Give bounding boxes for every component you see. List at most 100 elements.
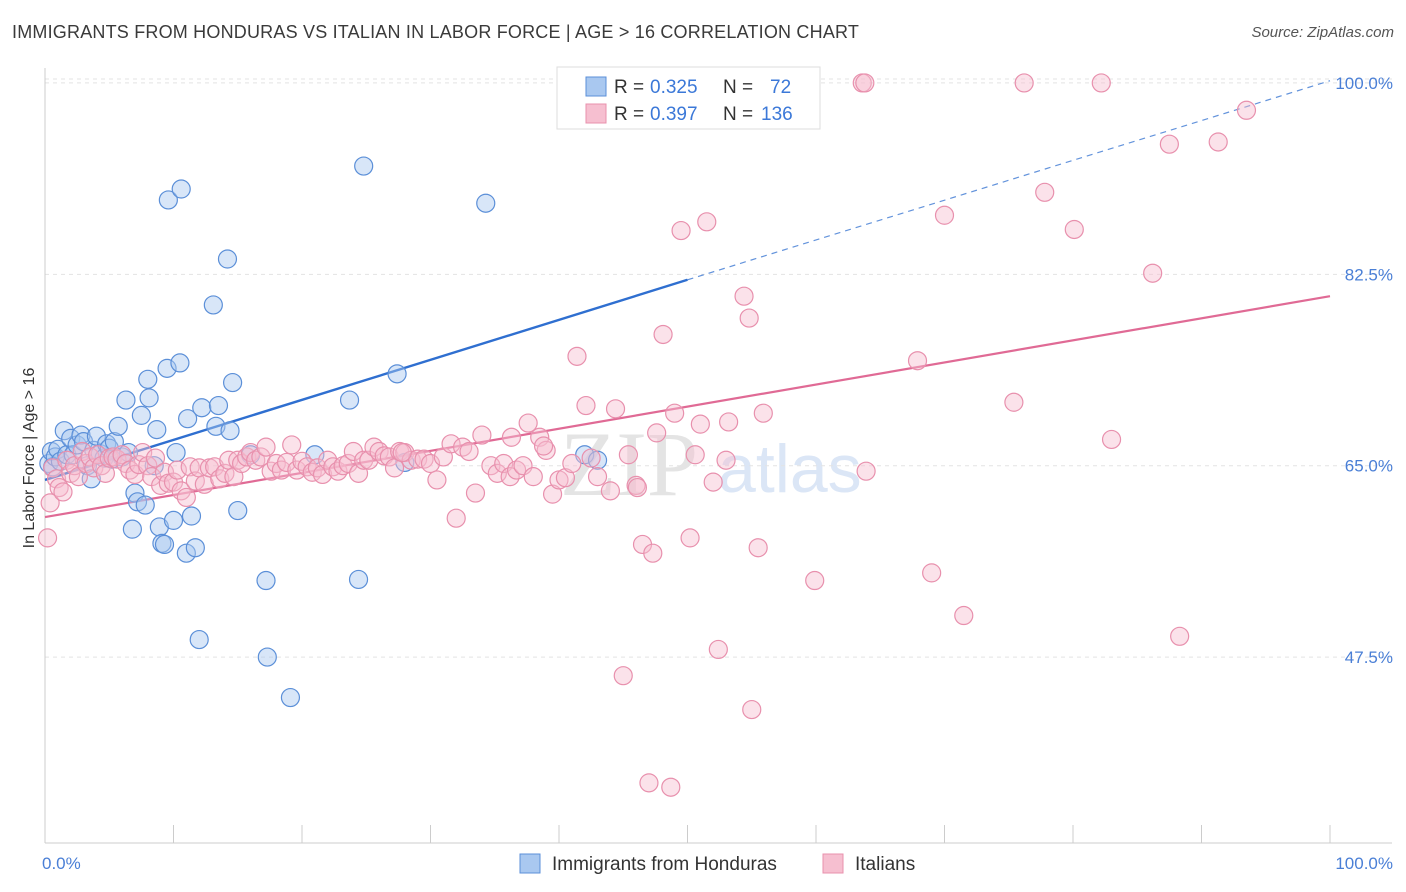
watermark-atlas: atlas: [718, 431, 862, 507]
italians-point-63: [312, 464, 333, 485]
italians-point-1: [40, 493, 60, 513]
honduras-point-46: [178, 409, 198, 429]
honduras-point-53: [208, 395, 229, 416]
legend-n-value-2: 136: [761, 104, 793, 125]
italians-point-157: [533, 436, 554, 456]
italians-point-152: [1236, 100, 1257, 120]
italians-point-144: [1035, 182, 1055, 202]
honduras-point-36: [149, 517, 169, 537]
italians-point-54: [266, 453, 286, 474]
italians-point-145: [1064, 219, 1084, 240]
italians-point-107: [576, 395, 596, 416]
grid-lines: [45, 78, 1392, 658]
italians-point-119: [653, 324, 673, 345]
series-italians-points: [37, 73, 1257, 797]
italians-point-66: [328, 461, 348, 481]
italians-point-86: [441, 434, 461, 454]
italians-point-105: [562, 453, 582, 474]
x-tick-label-1: 100.0%: [1335, 854, 1393, 873]
italians-point-89: [459, 441, 479, 462]
honduras-point-56: [223, 372, 243, 393]
honduras-point-51: [203, 295, 223, 315]
italians-point-151: [1208, 132, 1228, 152]
honduras-point-48: [185, 538, 205, 558]
italians-point-87: [446, 508, 466, 528]
italians-point-118: [647, 423, 667, 443]
trend-line-honduras-extension: [687, 80, 1331, 281]
italians-point-122: [671, 220, 691, 241]
italians-point-129: [716, 450, 736, 470]
italians-point-98: [518, 413, 538, 433]
italians-point-60: [297, 457, 317, 477]
honduras-point-7: [57, 445, 77, 465]
italians-point-134: [753, 403, 773, 423]
italians-point-41: [205, 457, 225, 477]
italians-point-90: [465, 483, 486, 503]
italians-point-14: [88, 445, 108, 465]
italians-point-138: [907, 351, 928, 371]
italians-point-120: [661, 777, 681, 797]
honduras-point-55: [220, 421, 240, 441]
series-legend: Immigrants from Honduras Italians: [519, 853, 915, 875]
italians-point-158: [501, 427, 522, 447]
honduras-point-27: [122, 519, 142, 539]
italians-point-143: [1014, 73, 1034, 93]
honduras-point-31: [135, 495, 155, 515]
italians-point-110: [600, 481, 621, 501]
italians-point-156: [627, 477, 647, 498]
honduras-point-40: [158, 190, 178, 210]
y-tick-label-3: 100.0%: [1335, 74, 1393, 93]
italians-point-131: [739, 308, 759, 328]
honduras-point-42: [166, 442, 186, 463]
italians-point-71: [354, 450, 374, 470]
legend-r-value-1: 0.325: [650, 77, 698, 98]
italians-point-84: [427, 470, 447, 490]
source-credit: Source: ZipAtlas.com: [1251, 24, 1394, 41]
honduras-point-52: [206, 416, 226, 436]
italians-point-139: [922, 563, 942, 583]
italians-point-91: [472, 425, 492, 445]
honduras-point-64: [348, 569, 369, 590]
italians-point-132: [742, 699, 762, 720]
honduras-point-44: [171, 179, 191, 199]
italians-point-147: [1101, 429, 1122, 450]
italians-point-104: [555, 468, 576, 488]
honduras-point-47: [181, 506, 202, 526]
legend-label-honduras: Immigrants from Honduras: [552, 854, 777, 875]
tick-labels: 47.5% 65.0% 82.5% 100.0% 0.0% 100.0%: [42, 74, 1393, 873]
y-tick-label-2: 82.5%: [1345, 265, 1393, 284]
italians-point-140: [934, 205, 955, 225]
italians-point-34: [171, 481, 191, 501]
italians-point-150: [1170, 626, 1190, 646]
legend-r-label-1: R =: [614, 77, 644, 98]
legend-r-value-2: 0.397: [650, 104, 698, 125]
italians-point-124: [685, 445, 705, 465]
honduras-point-30: [131, 405, 151, 425]
stats-legend: R = 0.325 N = 72 R = 0.397 N = 136: [556, 66, 821, 130]
italians-point-99: [523, 467, 543, 487]
italians-point-123: [680, 528, 700, 548]
legend-swatch-italians: [822, 853, 844, 874]
italians-point-35: [176, 487, 196, 508]
italians-point-42: [210, 469, 230, 489]
honduras-point-63: [339, 390, 360, 410]
italians-point-108: [581, 448, 601, 468]
chart-title: IMMIGRANTS FROM HONDURAS VS ITALIAN IN L…: [12, 22, 860, 42]
italians-point-56: [276, 452, 297, 473]
legend-swatch-pink: [585, 103, 607, 124]
italians-point-16: [95, 463, 115, 483]
italians-point-121: [665, 403, 685, 423]
italians-point-125: [690, 414, 710, 434]
italians-point-113: [618, 445, 638, 465]
x-tick-label-0: 0.0%: [42, 854, 81, 873]
honduras-point-23: [108, 416, 128, 436]
trend-line-italians: [44, 295, 1331, 519]
honduras-point-49: [189, 629, 209, 650]
italians-point-26: [138, 456, 158, 476]
italians-point-142: [1004, 392, 1024, 412]
italians-point-137: [856, 461, 876, 481]
honduras-point-35: [147, 420, 167, 440]
legend-n-label-2: N =: [723, 104, 753, 125]
honduras-point-45: [176, 543, 196, 563]
legend-n-label-1: N =: [723, 77, 753, 98]
